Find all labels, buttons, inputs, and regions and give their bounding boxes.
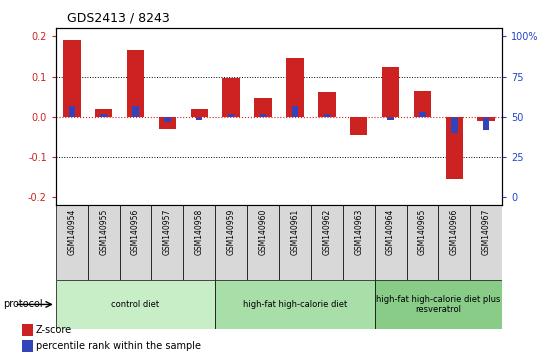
Bar (22, 340, 33, 353)
Bar (279, 205, 311, 280)
Text: GSM140959: GSM140959 (227, 209, 235, 256)
Text: percentile rank within the sample: percentile rank within the sample (36, 341, 201, 352)
Bar (407, 205, 439, 280)
Bar (215, 205, 247, 280)
Bar (228, 114, 234, 117)
Bar (311, 205, 343, 280)
Text: protocol: protocol (3, 299, 42, 309)
Bar (374, 280, 502, 329)
Bar (151, 205, 184, 280)
Bar (413, 91, 431, 117)
Bar (88, 205, 119, 280)
Text: GSM140957: GSM140957 (163, 209, 172, 256)
Text: Z-score: Z-score (36, 325, 72, 336)
Bar (343, 205, 374, 280)
Text: high-fat high-calorie diet: high-fat high-calorie diet (243, 300, 347, 309)
Bar (478, 117, 495, 121)
Text: GSM140958: GSM140958 (195, 209, 204, 255)
Bar (56, 205, 88, 280)
Text: GSM140964: GSM140964 (386, 209, 395, 256)
Text: GSM140954: GSM140954 (68, 209, 76, 256)
Text: GSM140963: GSM140963 (354, 209, 363, 256)
Text: GSM140961: GSM140961 (291, 209, 300, 255)
Bar (292, 105, 298, 117)
Text: GSM140966: GSM140966 (450, 209, 459, 256)
Bar (254, 97, 272, 117)
Bar (260, 114, 266, 117)
Bar (196, 117, 203, 120)
Text: control diet: control diet (112, 300, 160, 309)
Text: GSM140962: GSM140962 (323, 209, 331, 255)
Bar (215, 280, 374, 329)
Text: GSM140965: GSM140965 (418, 209, 427, 256)
Bar (374, 205, 407, 280)
Bar (324, 114, 330, 117)
Bar (184, 205, 215, 280)
Bar (439, 205, 470, 280)
Bar (164, 117, 171, 122)
Bar (158, 117, 176, 129)
Bar (190, 109, 208, 117)
Bar (56, 280, 215, 329)
Bar (100, 114, 107, 117)
Bar (382, 67, 400, 117)
Text: GSM140967: GSM140967 (482, 209, 490, 256)
Text: GSM140956: GSM140956 (131, 209, 140, 256)
Bar (69, 105, 75, 117)
Bar (223, 78, 240, 117)
Bar (95, 109, 112, 117)
Bar (286, 58, 304, 117)
Bar (318, 92, 335, 117)
Bar (483, 117, 489, 130)
Text: high-fat high-calorie diet plus
resveratrol: high-fat high-calorie diet plus resverat… (376, 295, 501, 314)
Bar (22, 324, 33, 336)
Bar (350, 117, 368, 135)
Bar (127, 51, 145, 117)
Text: GDS2413 / 8243: GDS2413 / 8243 (67, 12, 170, 25)
Bar (446, 117, 463, 179)
Text: GSM140960: GSM140960 (258, 209, 267, 256)
Text: GSM140955: GSM140955 (99, 209, 108, 256)
Bar (451, 117, 458, 133)
Bar (419, 112, 426, 117)
Bar (119, 205, 151, 280)
Bar (387, 117, 394, 120)
Bar (63, 40, 80, 117)
Bar (132, 105, 139, 117)
Bar (247, 205, 279, 280)
Bar (470, 205, 502, 280)
